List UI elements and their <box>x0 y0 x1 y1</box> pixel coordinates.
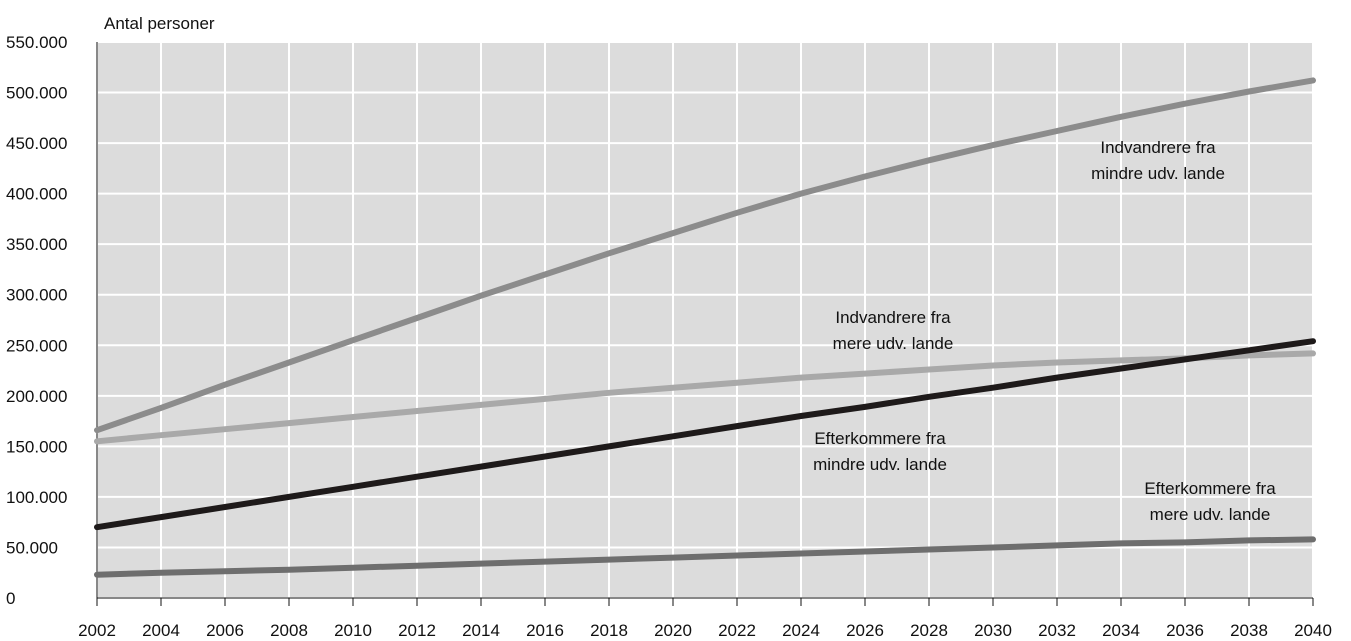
y-tick-label: 300.000 <box>6 286 67 305</box>
y-tick-label: 100.000 <box>6 488 67 507</box>
x-tick-label: 2032 <box>1038 621 1076 640</box>
series-line-1 <box>94 77 1316 434</box>
series-label-1: Indvandrere fra <box>1100 138 1216 157</box>
y-tick-label: 150.000 <box>6 437 67 456</box>
x-tick-label: 2034 <box>1102 621 1140 640</box>
series-label-1: mindre udv. lande <box>1091 164 1225 183</box>
series-label-3: Efterkommere fra <box>814 429 946 448</box>
series-label-2: mere udv. lande <box>833 334 954 353</box>
x-tick-label: 2026 <box>846 621 884 640</box>
x-tick-label: 2016 <box>526 621 564 640</box>
x-tick-label: 2030 <box>974 621 1012 640</box>
x-tick-label: 2008 <box>270 621 308 640</box>
x-tick-label: 2036 <box>1166 621 1204 640</box>
x-tick-label: 2038 <box>1230 621 1268 640</box>
x-tick-label: 2024 <box>782 621 820 640</box>
series-labels: Indvandrere fra mindre udv. lande Indvandr… <box>813 138 1276 524</box>
y-tick-label: 50.000 <box>6 538 58 557</box>
x-tick-label: 2022 <box>718 621 756 640</box>
x-tick-label: 2006 <box>206 621 244 640</box>
grid <box>96 41 1314 606</box>
plot-background <box>97 42 1313 598</box>
series-label-3: mindre udv. lande <box>813 455 947 474</box>
series-label-4: Efterkommere fra <box>1144 479 1276 498</box>
x-tick-label: 2004 <box>142 621 180 640</box>
y-tick-label: 350.000 <box>6 235 67 254</box>
x-tick-label: 2028 <box>910 621 948 640</box>
series-line-3 <box>94 338 1316 531</box>
x-tick-label: 2018 <box>590 621 628 640</box>
y-tick-label: 450.000 <box>6 134 67 153</box>
series-line-4 <box>94 536 1316 578</box>
y-axis-title: Antal personer <box>104 14 215 33</box>
series-lines <box>94 77 1316 578</box>
series-line-2 <box>94 350 1316 445</box>
y-tick-label: 200.000 <box>6 387 67 406</box>
x-tick-label: 2010 <box>334 621 372 640</box>
series-label-2: Indvandrere fra <box>835 308 951 327</box>
x-tick-label: 2020 <box>654 621 692 640</box>
y-tick-label: 500.000 <box>6 84 67 103</box>
x-tick-label: 2040 <box>1294 621 1332 640</box>
y-tick-label: 400.000 <box>6 185 67 204</box>
x-tick-label: 2014 <box>462 621 500 640</box>
x-axis-tick-labels: 2002 2004 2006 2008 2010 2012 2014 2016 2018 2020… <box>78 621 1332 640</box>
y-tick-label: 250.000 <box>6 336 67 355</box>
series-label-4: mere udv. lande <box>1150 505 1271 524</box>
y-tick-label: 550.000 <box>6 33 67 52</box>
x-tick-label: 2002 <box>78 621 116 640</box>
x-tick-label: 2012 <box>398 621 436 640</box>
y-tick-label: 0 <box>6 589 15 608</box>
y-axis-tick-labels: 0 50.000 100.000 150.000 200.000 250.000 300.0… <box>6 33 67 608</box>
